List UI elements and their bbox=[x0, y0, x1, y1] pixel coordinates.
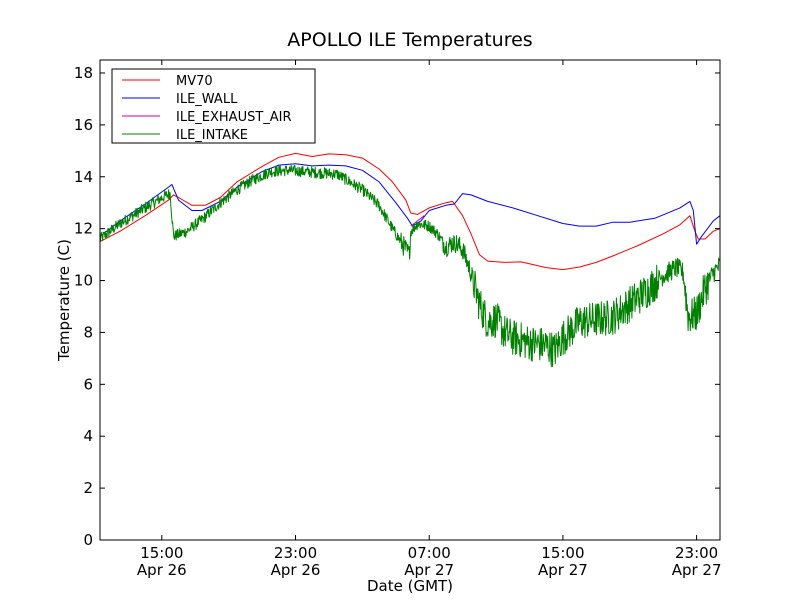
legend-entry: MV70 bbox=[176, 74, 213, 89]
x-axis-label: Date (GMT) bbox=[367, 577, 453, 595]
x-tick-label-date: Apr 27 bbox=[538, 561, 588, 579]
y-tick-label: 4 bbox=[83, 427, 93, 445]
x-tick-label-date: Apr 27 bbox=[672, 561, 722, 579]
x-tick-label-date: Apr 26 bbox=[271, 561, 321, 579]
legend-entry: ILE_EXHAUST_AIR bbox=[176, 110, 292, 125]
series-line-ile-wall bbox=[99, 163, 721, 245]
plot-frame bbox=[99, 59, 721, 541]
legend: MV70 ILE_WALL ILE_EXHAUST_AIR ILE_INTAKE bbox=[111, 68, 316, 144]
legend-box bbox=[111, 68, 316, 144]
y-axis: 0 2 4 6 8 10 12 14 16 18 bbox=[74, 64, 720, 549]
y-tick-label: 10 bbox=[74, 272, 93, 290]
series-layer bbox=[99, 152, 721, 368]
y-tick-label: 16 bbox=[74, 116, 93, 134]
y-tick-label: 2 bbox=[83, 479, 93, 497]
series-line-mv70 bbox=[99, 152, 721, 271]
x-tick-label-time: 15:00 bbox=[140, 544, 183, 562]
x-tick-label-date: Apr 26 bbox=[137, 561, 187, 579]
y-tick-label: 8 bbox=[83, 323, 93, 341]
x-tick-label-date: Apr 27 bbox=[404, 561, 454, 579]
legend-entry: ILE_WALL bbox=[176, 92, 238, 107]
y-tick-label: 18 bbox=[74, 64, 93, 82]
y-tick-label: 0 bbox=[83, 531, 93, 549]
legend-entry: ILE_INTAKE bbox=[176, 128, 248, 143]
y-tick-label: 6 bbox=[83, 375, 93, 393]
y-axis-label: Temperature (C) bbox=[55, 239, 73, 362]
chart-title: APOLLO ILE Temperatures bbox=[287, 29, 532, 51]
series-line-ile-intake bbox=[99, 164, 721, 368]
x-tick-label-time: 07:00 bbox=[408, 544, 451, 562]
y-tick-label: 12 bbox=[74, 220, 93, 238]
x-tick-label-time: 23:00 bbox=[675, 544, 718, 562]
y-tick-label: 14 bbox=[74, 168, 93, 186]
x-tick-label-time: 15:00 bbox=[541, 544, 584, 562]
x-tick-label-time: 23:00 bbox=[274, 544, 317, 562]
series-line-ile-exhaust-air bbox=[410, 215, 425, 227]
